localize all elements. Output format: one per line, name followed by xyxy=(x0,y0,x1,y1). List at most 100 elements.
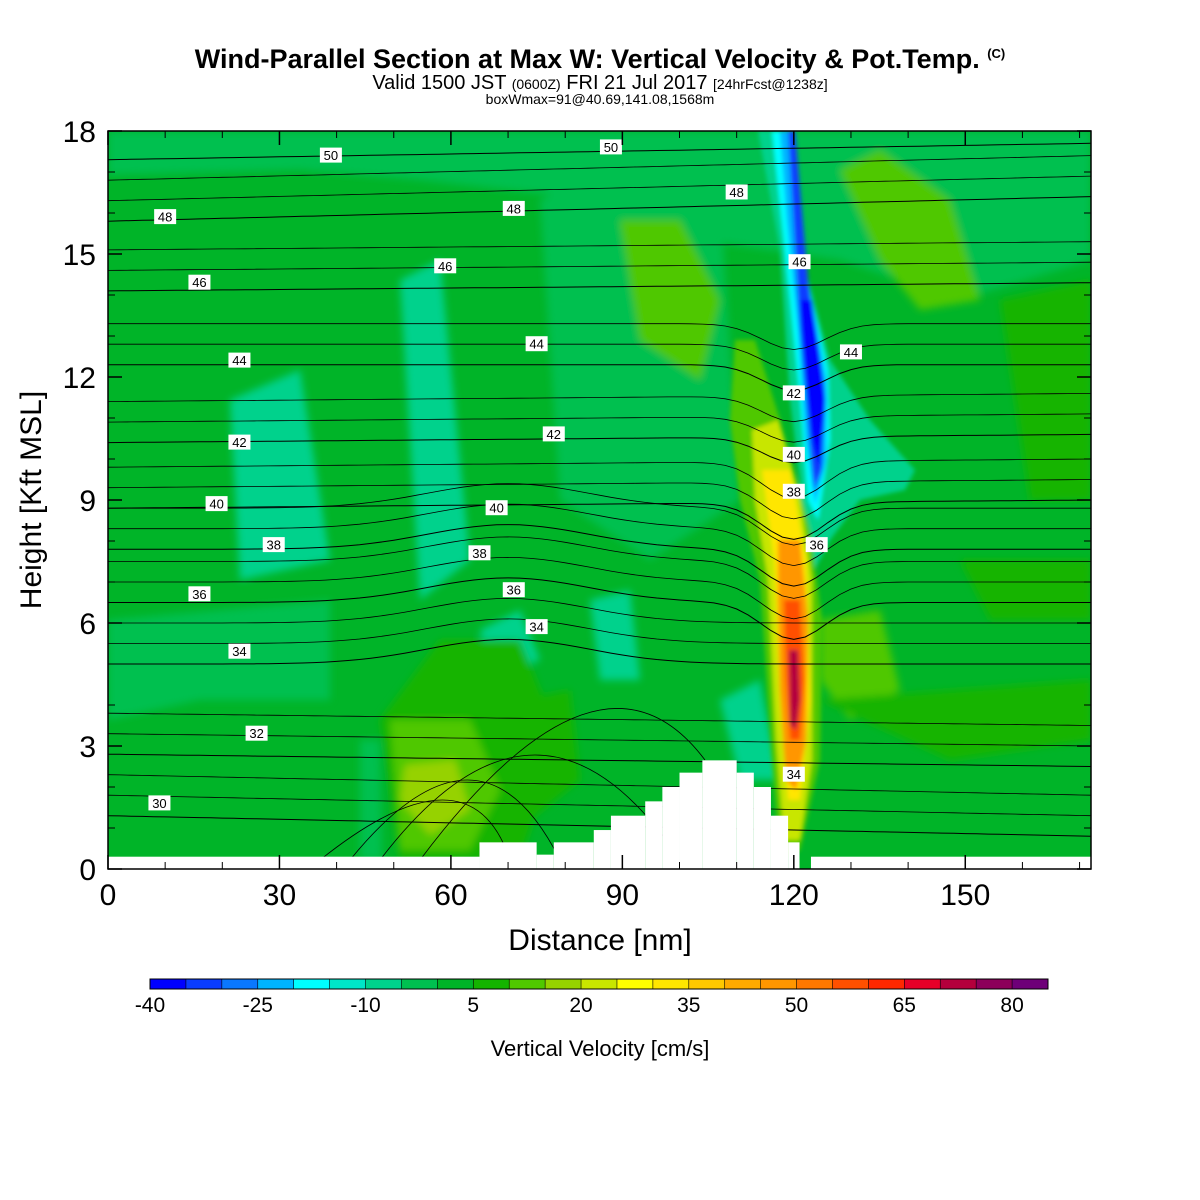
theta-contour xyxy=(108,413,1091,443)
contour-label-box xyxy=(599,139,622,155)
colorbar-swatch xyxy=(940,979,977,989)
contour-label-text: 40 xyxy=(489,501,503,516)
contour-label-text: 36 xyxy=(192,587,206,602)
contour-label: 34 xyxy=(782,766,805,782)
colorbar-swatch xyxy=(473,979,510,989)
updraft-region xyxy=(789,650,800,730)
colorbar-swatch xyxy=(796,979,833,989)
forecast-info: [24hrFcst@1238z] xyxy=(713,76,828,92)
terrain xyxy=(108,760,1091,869)
y-tick-label: 12 xyxy=(63,362,96,395)
contour-label: 38 xyxy=(468,545,491,561)
contour-label-box xyxy=(154,209,177,225)
contour-label-box xyxy=(188,586,211,602)
terrain-block xyxy=(736,772,754,869)
contour-label-text: 46 xyxy=(192,275,206,290)
terrain-block xyxy=(610,815,646,869)
contour-label-text: 42 xyxy=(547,427,561,442)
contour-label: 40 xyxy=(205,496,228,512)
contour-label: 36 xyxy=(188,586,211,602)
velocity-region xyxy=(960,560,1091,620)
colorbar-swatch xyxy=(185,979,223,989)
contour-label-box xyxy=(725,184,748,200)
terrain-block xyxy=(770,815,789,869)
y-tick-label: 3 xyxy=(79,731,96,764)
downdraft-region xyxy=(800,300,826,470)
field-regions xyxy=(108,131,1091,860)
y-tick-label: 9 xyxy=(79,485,96,518)
contour-label-text: 48 xyxy=(158,210,172,225)
theta-contour xyxy=(108,479,1091,520)
colorbar-tick-label: -10 xyxy=(350,994,380,1017)
theta-contour xyxy=(419,708,706,861)
x-tick-label: 0 xyxy=(100,879,117,912)
y-tick-label: 15 xyxy=(63,239,96,272)
contour-label-box xyxy=(502,200,525,216)
colorbar-swatch xyxy=(509,979,546,989)
colorbar-swatch xyxy=(581,979,618,989)
contour-label-text: 48 xyxy=(729,185,743,200)
contour-label-box xyxy=(502,582,525,598)
valid-utc: (0600Z) xyxy=(511,76,561,92)
contour-label: 46 xyxy=(788,254,811,270)
field-core xyxy=(730,131,915,860)
contour-label: 36 xyxy=(805,537,828,553)
theta-contour xyxy=(108,241,1091,251)
velocity-region xyxy=(590,590,640,680)
theta-contour xyxy=(108,499,1091,540)
contour-label-text: 50 xyxy=(324,148,338,163)
theta-contour xyxy=(108,433,1091,464)
contour-label-text: 42 xyxy=(787,386,801,401)
contour-label-box xyxy=(805,537,828,553)
colorbar-swatch xyxy=(760,979,798,989)
contour-label-box xyxy=(245,725,268,741)
theta-contour xyxy=(108,343,1091,371)
colorbar-tick-label: 20 xyxy=(569,994,592,1017)
contour-label-box xyxy=(839,344,862,360)
theta-contour xyxy=(108,175,1091,202)
terrain-block xyxy=(553,842,594,869)
contour-label: 30 xyxy=(148,795,171,811)
contour-label: 36 xyxy=(502,582,525,598)
colorbar-swatch xyxy=(401,979,438,989)
contour-label-text: 36 xyxy=(507,583,521,598)
contour-label-box xyxy=(782,766,805,782)
theta-contour xyxy=(108,618,1091,644)
contour-label-box xyxy=(434,258,457,274)
theta-contour xyxy=(108,458,1091,499)
contour-label: 50 xyxy=(319,147,342,163)
theta-contour xyxy=(319,799,511,861)
colorbar-swatch xyxy=(976,979,1013,989)
y-tick-label: 6 xyxy=(79,608,96,641)
contour-label: 44 xyxy=(228,352,251,368)
contour-label-box xyxy=(525,336,548,352)
title-text: Wind-Parallel Section at Max W: Vertical… xyxy=(194,44,980,74)
contour-label-box xyxy=(788,254,811,270)
velocity-region xyxy=(520,690,580,820)
theta-contour xyxy=(108,503,1091,567)
contour-label-box xyxy=(148,795,171,811)
colorbar-tick-label: -25 xyxy=(243,994,273,1017)
x-tick-label: 90 xyxy=(606,879,639,912)
colorbar-tick-label: 5 xyxy=(467,994,479,1017)
colorbar-swatch xyxy=(437,979,474,989)
contour-label: 40 xyxy=(485,500,508,516)
contour-label-box xyxy=(485,500,508,516)
contour-label-text: 36 xyxy=(809,538,823,553)
contour-label: 38 xyxy=(262,537,285,553)
contour-label: 34 xyxy=(525,619,548,635)
terrain-block xyxy=(108,856,480,869)
contour-label: 42 xyxy=(228,434,251,450)
theta-contour xyxy=(108,597,1091,624)
colorbar: -40 -25 -10 5 20 35 50 65 80 xyxy=(135,978,1049,1017)
theta-contour xyxy=(108,483,1091,546)
velocity-region xyxy=(620,220,720,380)
x-tick-label: 30 xyxy=(263,879,296,912)
colorbar-swatch xyxy=(652,979,690,989)
contour-label-text: 40 xyxy=(787,447,801,462)
theta-contour xyxy=(349,779,561,861)
theta-contour xyxy=(108,393,1091,423)
contour-label: 42 xyxy=(542,426,565,442)
